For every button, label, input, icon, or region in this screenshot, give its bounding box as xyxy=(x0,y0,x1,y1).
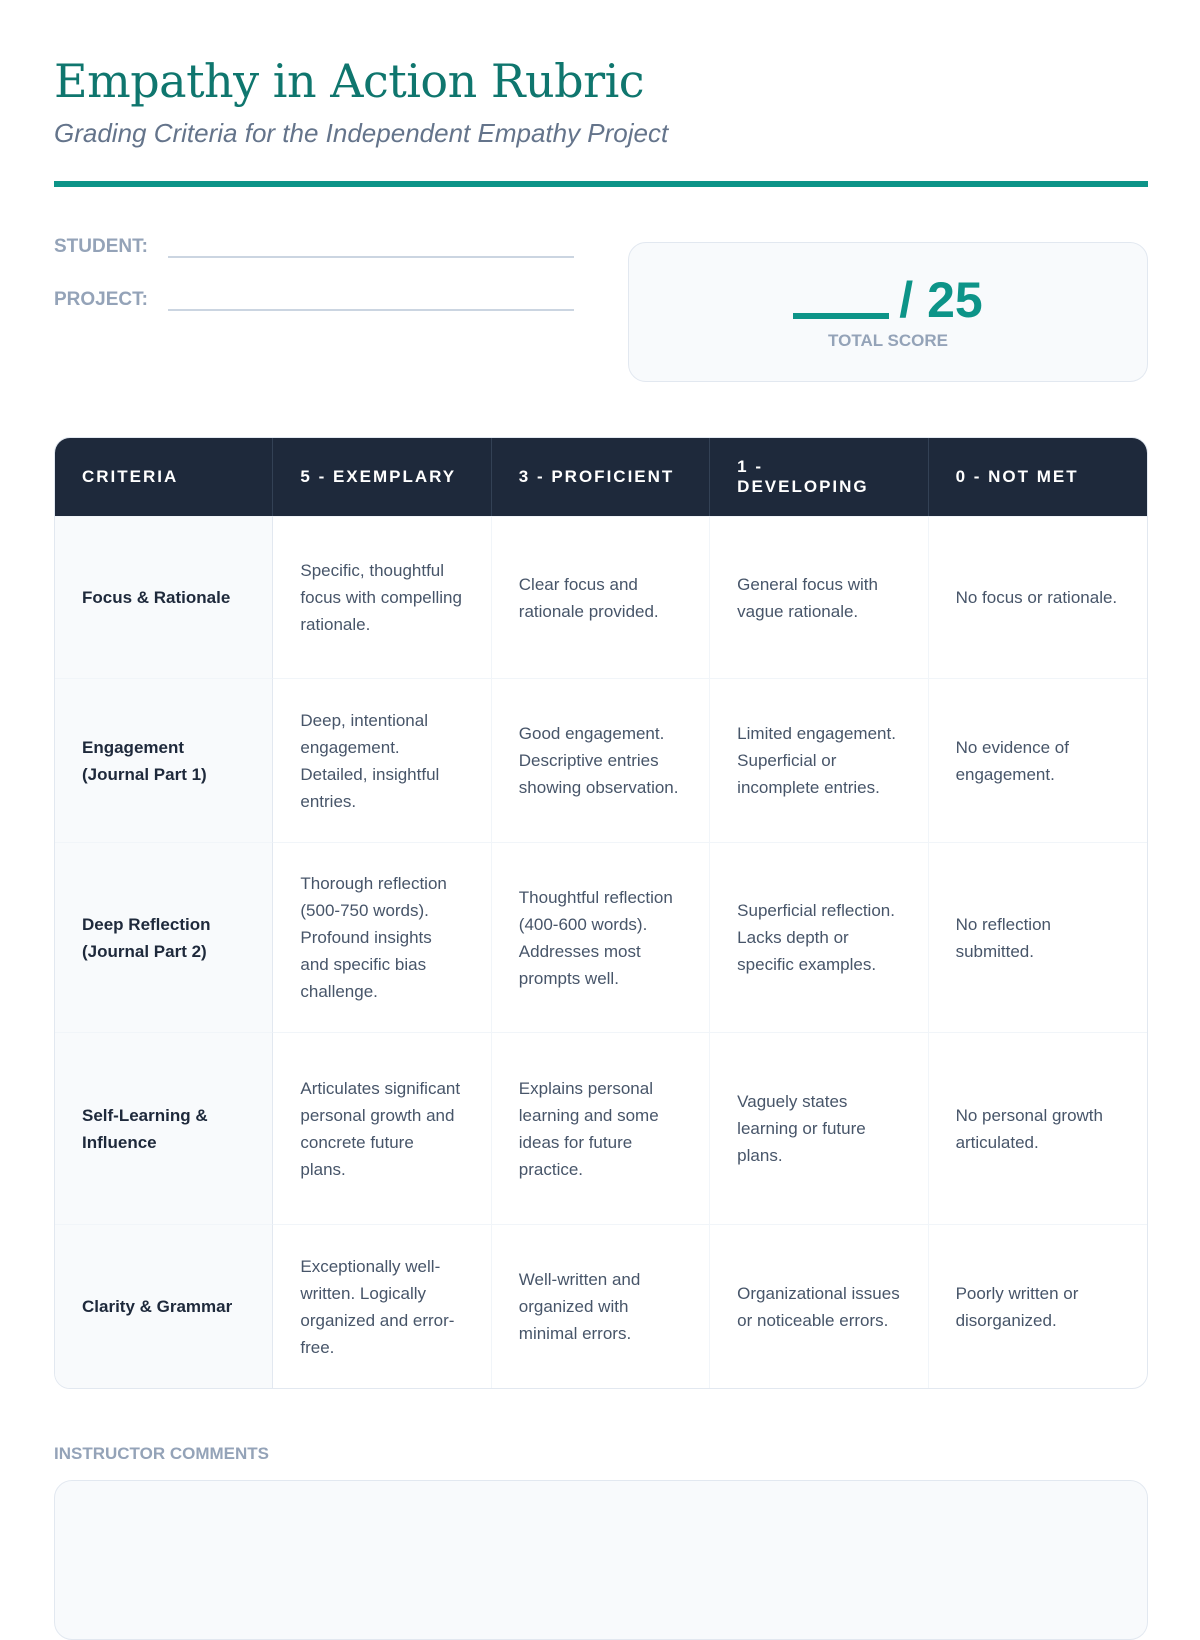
descriptor-cell: No evidence of engagement. xyxy=(928,678,1147,842)
descriptor-cell: Limited engagement. Superficial or incom… xyxy=(710,678,929,842)
criteria-cell: Engagement (Journal Part 1) xyxy=(55,678,274,842)
descriptor-cell: Well-written and organized with minimal … xyxy=(491,1224,711,1388)
project-input-line[interactable] xyxy=(168,291,574,311)
descriptor-cell: No focus or rationale. xyxy=(928,516,1147,678)
student-input-line[interactable] xyxy=(168,238,574,258)
descriptor-cell: Thorough reflection (500-750 words). Pro… xyxy=(273,842,492,1032)
total-score-box: / 25 TOTAL SCORE xyxy=(628,242,1148,382)
score-blank[interactable] xyxy=(793,313,890,319)
student-label: STUDENT: xyxy=(54,236,148,257)
descriptor-cell: Good engagement. Descriptive entries sho… xyxy=(491,678,711,842)
header-not-met: 0 - NOT MET xyxy=(928,438,1147,516)
comments-label: INSTRUCTOR COMMENTS xyxy=(54,1444,270,1463)
score-max: / 25 xyxy=(899,272,983,328)
page-subtitle: Grading Criteria for the Independent Emp… xyxy=(54,118,669,148)
header-exemplary: 5 - EXEMPLARY xyxy=(273,438,492,516)
descriptor-cell: Clear focus and rationale provided. xyxy=(491,516,711,678)
descriptor-cell: Deep, intentional engagement. Detailed, … xyxy=(273,678,492,842)
descriptor-cell: Poorly written or disorganized. xyxy=(928,1224,1147,1388)
descriptor-cell: Superficial reflection. Lacks depth or s… xyxy=(710,842,929,1032)
header-criteria: CRITERIA xyxy=(55,438,274,516)
descriptor-cell: Explains personal learning and some idea… xyxy=(491,1032,711,1224)
table-row: Deep Reflection (Journal Part 2) Thorough… xyxy=(55,842,1147,1032)
header-developing: 1 - DEVELOPING xyxy=(710,438,929,516)
descriptor-cell: Organizational issues or noticeable erro… xyxy=(710,1224,929,1388)
criteria-cell: Self-Learning & Influence xyxy=(55,1032,274,1224)
criteria-cell: Deep Reflection (Journal Part 2) xyxy=(55,842,274,1032)
descriptor-cell: Articulates significant personal growth … xyxy=(273,1032,492,1224)
descriptor-cell: Thoughtful reflection (400-600 words). A… xyxy=(491,842,711,1032)
table-row: Focus & Rationale Specific, thoughtful fo… xyxy=(55,516,1147,678)
table-row: Clarity & Grammar Exceptionally well-writ… xyxy=(55,1224,1147,1388)
project-label: PROJECT: xyxy=(54,289,148,310)
criteria-cell: Clarity & Grammar xyxy=(55,1224,274,1388)
criteria-cell: Focus & Rationale xyxy=(55,516,274,678)
total-score-label: TOTAL SCORE xyxy=(828,331,948,350)
title-divider xyxy=(54,181,1148,187)
total-score: / 25 xyxy=(629,271,1147,329)
table-header-row: CRITERIA 5 - EXEMPLARY 3 - PROFICIENT 1 … xyxy=(55,438,1147,516)
student-field: STUDENT: xyxy=(54,236,574,258)
descriptor-cell: Exceptionally well-written. Logically or… xyxy=(273,1224,492,1388)
table-row: Self-Learning & Influence Articulates sig… xyxy=(55,1032,1147,1224)
descriptor-cell: Specific, thoughtful focus with compelli… xyxy=(273,516,492,678)
comments-box[interactable] xyxy=(54,1480,1148,1640)
table-row: Engagement (Journal Part 1) Deep, intenti… xyxy=(55,678,1147,842)
header-proficient: 3 - PROFICIENT xyxy=(491,438,711,516)
descriptor-cell: Vaguely states learning or future plans. xyxy=(710,1032,929,1224)
page-title: Empathy in Action Rubric xyxy=(54,54,645,108)
descriptor-cell: General focus with vague rationale. xyxy=(710,516,929,678)
project-field: PROJECT: xyxy=(54,289,574,311)
descriptor-cell: No personal growth articulated. xyxy=(928,1032,1147,1224)
descriptor-cell: No reflection submitted. xyxy=(928,842,1147,1032)
rubric-table: CRITERIA 5 - EXEMPLARY 3 - PROFICIENT 1 … xyxy=(54,437,1148,1389)
